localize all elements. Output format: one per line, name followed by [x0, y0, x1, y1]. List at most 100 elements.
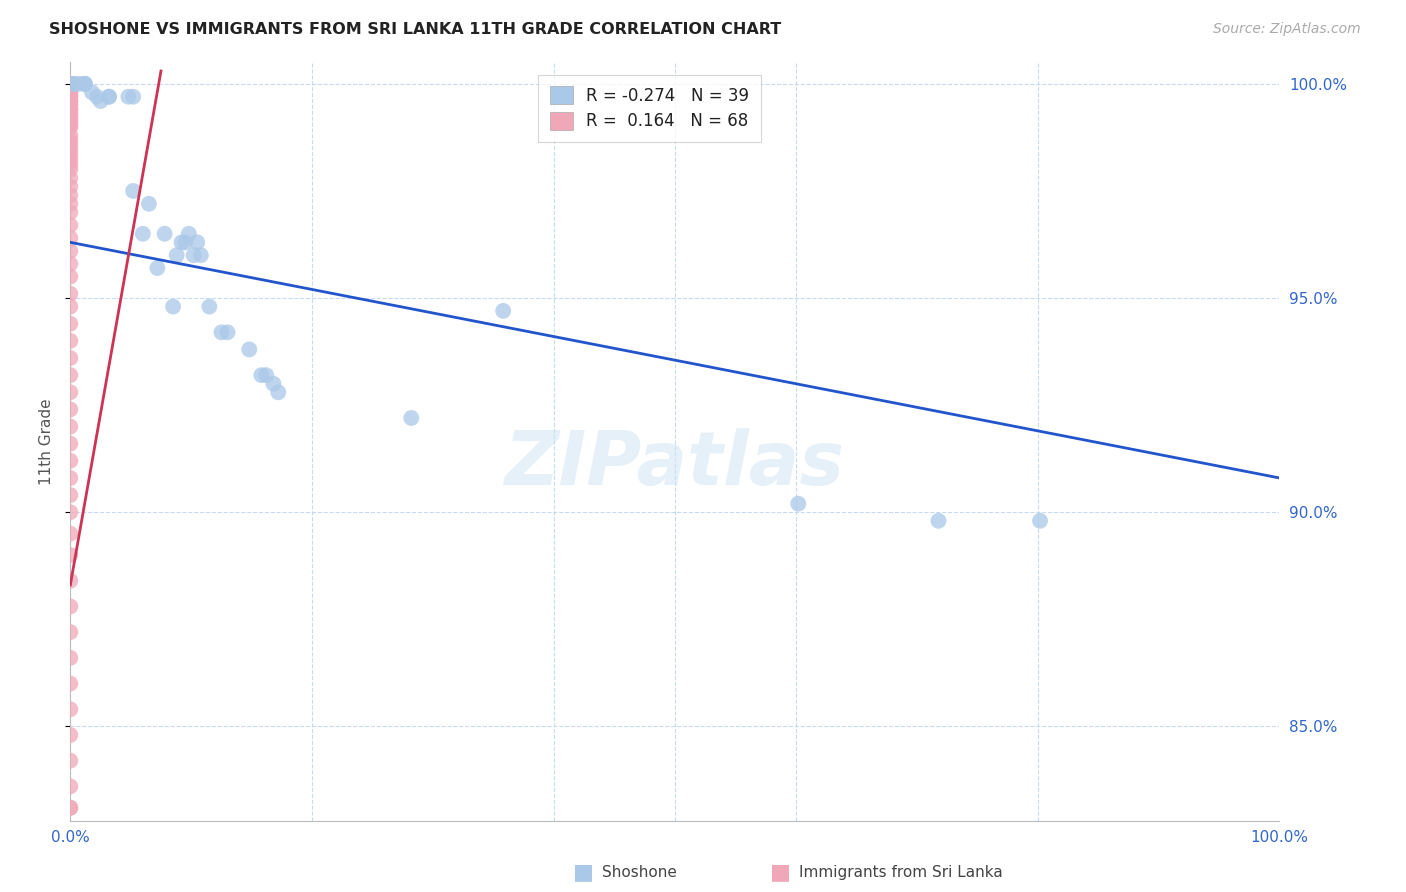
Point: [59, 94, 82, 108]
Point: [59, 103, 82, 117]
Point: [98, 89, 121, 103]
Point: [59, 132, 82, 146]
Point: [59, 150, 82, 164]
Point: [166, 248, 188, 262]
Point: [59, 218, 82, 232]
Point: [59, 153, 82, 168]
Point: [59, 368, 82, 383]
Point: [59, 454, 82, 468]
Point: [59, 676, 82, 690]
Point: [186, 235, 208, 250]
Point: [262, 376, 284, 391]
Point: [59, 599, 82, 614]
Point: [73, 77, 96, 91]
Point: [59, 111, 82, 125]
Point: [73, 77, 96, 91]
Point: [122, 184, 145, 198]
Point: [122, 89, 145, 103]
Point: [98, 89, 121, 103]
Point: [59, 111, 82, 125]
Point: [59, 505, 82, 519]
Point: [59, 94, 82, 108]
Point: [59, 81, 82, 95]
Point: [59, 120, 82, 134]
Point: [67, 77, 90, 91]
Point: [401, 411, 423, 425]
Point: [177, 227, 200, 241]
Point: [59, 98, 82, 112]
Point: [59, 115, 82, 129]
Point: [59, 702, 82, 716]
Text: ■: ■: [770, 863, 790, 882]
Point: [153, 227, 176, 241]
Point: [787, 497, 810, 511]
Point: [59, 419, 82, 434]
Point: [59, 107, 82, 121]
Point: [59, 351, 82, 365]
Point: [190, 248, 212, 262]
Point: [63, 77, 86, 91]
Point: [59, 526, 82, 541]
Point: [59, 171, 82, 186]
Point: [59, 625, 82, 640]
Text: Immigrants from Sri Lanka: Immigrants from Sri Lanka: [799, 865, 1002, 880]
Point: [63, 77, 86, 91]
Point: [59, 269, 82, 284]
Point: [492, 304, 515, 318]
Point: [59, 385, 82, 400]
Point: [59, 98, 82, 112]
Point: [59, 107, 82, 121]
Point: [162, 300, 184, 314]
Point: [238, 343, 260, 357]
Point: [138, 196, 160, 211]
Point: [59, 801, 82, 815]
Point: [1029, 514, 1052, 528]
Point: [59, 317, 82, 331]
Point: [59, 436, 82, 450]
Point: [59, 141, 82, 155]
Point: [59, 780, 82, 794]
Text: ZIPatlas: ZIPatlas: [505, 428, 845, 500]
Point: [211, 326, 233, 340]
Point: [267, 385, 290, 400]
Point: [59, 145, 82, 160]
Point: [86, 89, 108, 103]
Text: Shoshone: Shoshone: [602, 865, 676, 880]
Point: [59, 257, 82, 271]
Point: [59, 158, 82, 172]
Text: SHOSHONE VS IMMIGRANTS FROM SRI LANKA 11TH GRADE CORRELATION CHART: SHOSHONE VS IMMIGRANTS FROM SRI LANKA 11…: [49, 22, 782, 37]
Point: [250, 368, 273, 383]
Point: [132, 227, 155, 241]
Point: [59, 86, 82, 100]
Point: [59, 244, 82, 258]
Point: [59, 402, 82, 417]
Point: [59, 77, 82, 91]
Point: [59, 120, 82, 134]
Point: [59, 574, 82, 588]
Point: [59, 86, 82, 100]
Point: [59, 801, 82, 815]
Point: [59, 205, 82, 219]
Y-axis label: 11th Grade: 11th Grade: [39, 398, 55, 485]
Point: [59, 300, 82, 314]
Point: [59, 754, 82, 768]
Text: Source: ZipAtlas.com: Source: ZipAtlas.com: [1213, 22, 1361, 37]
Point: [59, 548, 82, 562]
Point: [90, 94, 112, 108]
Point: [170, 235, 193, 250]
Point: [174, 235, 197, 250]
Point: [198, 300, 221, 314]
Point: [59, 89, 82, 103]
Point: [59, 77, 82, 91]
Point: [59, 334, 82, 348]
Point: [59, 162, 82, 177]
Point: [73, 77, 96, 91]
Point: [80, 86, 103, 100]
Point: [59, 471, 82, 485]
Point: [217, 326, 239, 340]
Point: [59, 136, 82, 151]
Point: [59, 286, 82, 301]
Point: [59, 651, 82, 665]
Point: [59, 81, 82, 95]
Point: [254, 368, 277, 383]
